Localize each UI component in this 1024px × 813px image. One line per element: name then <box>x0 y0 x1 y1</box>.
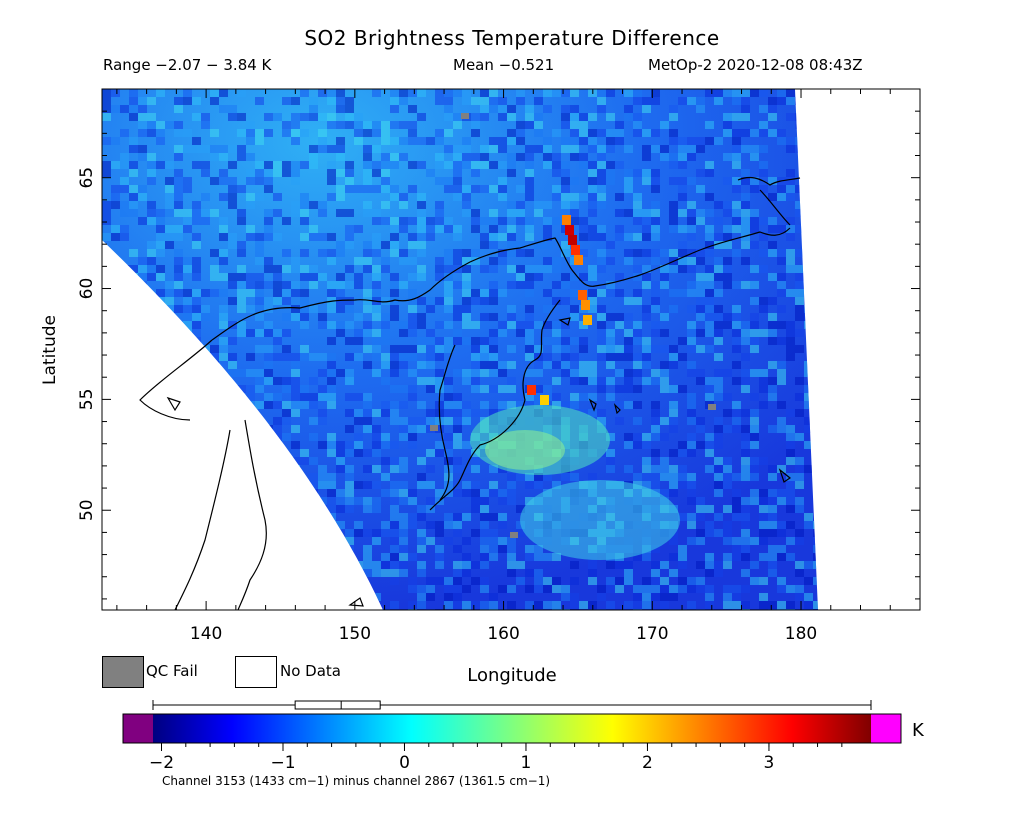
map-title: SO2 Brightness Temperature Difference <box>304 26 720 50</box>
swath-data <box>102 89 818 610</box>
satellite-time-readout: MetOp-2 2020-12-08 08:43Z <box>648 56 863 74</box>
mean-readout: Mean −0.521 <box>453 56 555 74</box>
y-tick-label: 50 <box>77 499 97 521</box>
y-axis-title: Latitude <box>40 315 60 385</box>
x-tick-label: 140 <box>190 624 222 644</box>
colorbar-tick-label: 1 <box>521 753 532 773</box>
colorbar-tick-label: 3 <box>764 753 775 773</box>
y-tick-label: 55 <box>77 389 97 411</box>
colorbar-tick-label: −1 <box>270 753 295 773</box>
qc-fail-label: QC Fail <box>146 662 198 680</box>
no-data-label: No Data <box>280 662 341 680</box>
range-readout: Range −2.07 − 3.84 K <box>103 56 272 74</box>
colorbar-tick-label: 0 <box>399 753 410 773</box>
no-data-swatch <box>235 656 277 688</box>
colorbar-under <box>123 714 153 743</box>
colorbar-over <box>871 714 901 743</box>
y-tick-label: 65 <box>77 167 97 189</box>
y-tick-label: 60 <box>77 278 97 300</box>
x-tick-label: 180 <box>785 624 817 644</box>
x-tick-label: 150 <box>339 624 371 644</box>
colorbar-tick-label: −2 <box>149 753 174 773</box>
colorbar-scale <box>153 714 871 743</box>
x-axis-title: Longitude <box>467 665 557 686</box>
channel-caption: Channel 3153 (1433 cm−1) minus channel 2… <box>162 774 551 788</box>
boxplot-box <box>294 700 381 710</box>
coastline <box>139 176 801 610</box>
x-tick-label: 160 <box>487 624 519 644</box>
colorbar-units: K <box>912 720 924 741</box>
x-tick-label: 170 <box>636 624 668 644</box>
qc-fail-swatch <box>102 656 144 688</box>
colorbar-tick-label: 2 <box>642 753 653 773</box>
